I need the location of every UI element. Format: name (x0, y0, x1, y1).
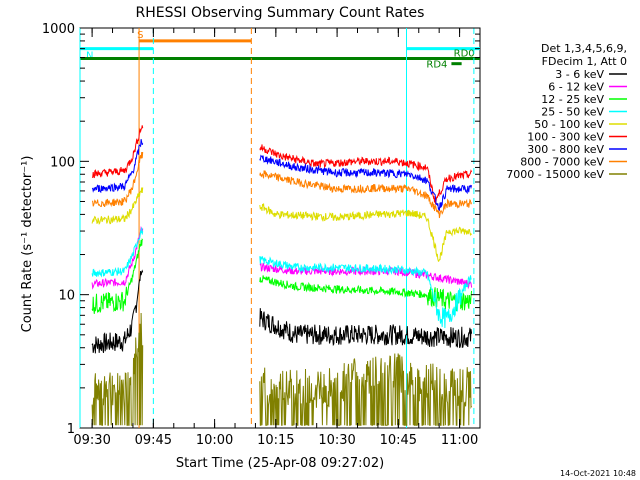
chart-title: RHESSI Observing Summary Count Rates (136, 5, 425, 21)
y-axis-label: Count Rate (s⁻¹ detector⁻¹) (20, 156, 35, 333)
x-tick-label: 10:00 (196, 433, 233, 448)
legend-entry-label: 12 - 25 keV (541, 93, 604, 106)
y-tick-label: 100 (50, 155, 75, 170)
legend-entry-label: 6 - 12 keV (548, 81, 604, 94)
legend-entry-label: 300 - 800 keV (527, 143, 604, 156)
state-bars: S N RD0 RD4 (80, 30, 480, 71)
y-tick-label: 1000 (42, 22, 75, 37)
legend-entry-label: 7000 - 15000 keV (506, 168, 604, 181)
x-axis-label: Start Time (25-Apr-08 09:27:02) (176, 456, 384, 471)
legend-header-line-1: Det 1,3,4,5,6,9, (541, 42, 627, 55)
series-line-0 (91, 269, 473, 354)
x-tick-label: 09:30 (73, 433, 110, 448)
state-bar-label: S (137, 30, 143, 41)
axis-ticks: 1 10 100 1000 09:30 09:45 10:00 10:15 10:30 10:45… (42, 22, 481, 448)
legend-entry-label: 50 - 100 keV (534, 118, 604, 131)
legend: Det 1,3,4,5,6,9, FDecim 1, Att 0 3 - 6 k… (506, 42, 627, 181)
series-line-8 (91, 312, 473, 426)
series-line-3 (91, 227, 472, 329)
series-line-5 (91, 125, 473, 205)
legend-entry-label: 100 - 300 keV (527, 131, 604, 144)
series-line-7 (91, 152, 473, 219)
x-tick-label: 10:15 (257, 433, 294, 448)
legend-header-line-2: FDecim 1, Att 0 (542, 55, 627, 68)
x-tick-label: 11:00 (441, 433, 478, 448)
state-bar-label: N (86, 51, 93, 62)
y-tick-label: 10 (58, 289, 75, 304)
y-tick-label: 1 (67, 422, 75, 437)
vertical-markers (79, 28, 475, 428)
footer-date: 14-Oct-2021 10:48 (560, 469, 636, 478)
series-line-4 (91, 187, 472, 262)
series-line-2 (91, 238, 473, 314)
state-bar-label: RD4 (426, 60, 447, 71)
x-tick-label: 10:30 (318, 433, 355, 448)
series-line-6 (91, 139, 473, 211)
x-tick-label: 10:45 (380, 433, 417, 448)
legend-entry-label: 3 - 6 keV (555, 68, 604, 81)
legend-entry-label: 800 - 7000 keV (520, 156, 604, 169)
legend-entry-label: 25 - 50 keV (541, 106, 604, 119)
series-lines (91, 125, 473, 426)
state-bar-label: RD0 (454, 49, 475, 60)
x-tick-label: 09:45 (135, 433, 172, 448)
series-line-1 (91, 225, 473, 290)
